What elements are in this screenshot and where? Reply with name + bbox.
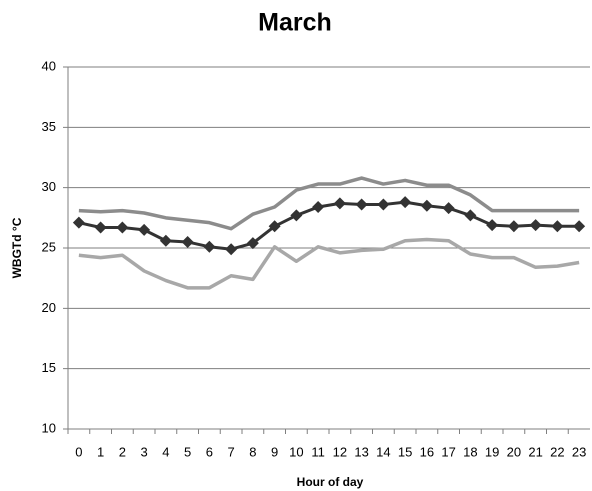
data-point	[573, 220, 586, 233]
y-tick-label: 25	[42, 239, 56, 254]
data-point	[312, 200, 325, 213]
data-point	[268, 220, 281, 233]
series-line	[78, 176, 580, 231]
x-tick-label: 17	[441, 444, 455, 459]
data-point	[377, 198, 390, 211]
data-point	[225, 243, 238, 256]
x-tick-label: 18	[463, 444, 477, 459]
data-point	[420, 199, 433, 212]
data-point	[290, 209, 303, 222]
x-tick-label: 12	[333, 444, 347, 459]
x-tick-label: 5	[184, 444, 191, 459]
y-tick-label: 35	[42, 119, 56, 134]
data-point	[94, 221, 107, 234]
x-tick-label: 16	[420, 444, 434, 459]
x-tick-label: 4	[162, 444, 169, 459]
x-tick-label: 20	[507, 444, 521, 459]
x-tick-label: 11	[311, 444, 325, 459]
y-tick-label: 30	[42, 179, 56, 194]
y-tick-label: 40	[42, 58, 56, 73]
data-point	[246, 237, 259, 250]
data-point	[529, 219, 542, 232]
data-point	[464, 209, 477, 222]
x-tick-label: 21	[528, 444, 542, 459]
data-point	[551, 220, 564, 233]
x-tick-label: 9	[271, 444, 278, 459]
series-line	[78, 237, 580, 290]
chart-title: March	[258, 9, 332, 37]
y-axis-label: WBGTd °C	[10, 217, 24, 278]
data-point	[116, 221, 129, 234]
x-tick-label: 6	[206, 444, 213, 459]
data-point	[181, 235, 194, 248]
x-tick-label: 15	[398, 444, 412, 459]
y-tick-label: 20	[42, 300, 56, 315]
x-tick-label: 8	[249, 444, 256, 459]
data-point	[486, 219, 499, 232]
data-point	[355, 198, 368, 211]
data-point	[442, 202, 455, 215]
x-tick-label: 19	[485, 444, 499, 459]
data-point	[507, 220, 520, 233]
x-tick-label: 22	[550, 444, 564, 459]
x-axis-label: Hour of day	[297, 475, 364, 489]
x-tick-label: 23	[572, 444, 586, 459]
data-point	[138, 223, 151, 236]
data-point	[203, 240, 216, 253]
x-tick-label: 2	[119, 444, 126, 459]
data-point	[72, 216, 85, 229]
y-tick-label: 10	[42, 420, 56, 435]
x-tick-label: 13	[354, 444, 368, 459]
data-point	[333, 197, 346, 210]
y-tick-label: 15	[42, 360, 56, 375]
x-tick-label: 1	[97, 444, 104, 459]
x-tick-label: 10	[289, 444, 303, 459]
data-point	[399, 196, 412, 209]
x-tick-label: 3	[141, 444, 148, 459]
x-tick-label: 0	[75, 444, 82, 459]
x-tick-label: 7	[228, 444, 235, 459]
x-tick-label: 14	[376, 444, 390, 459]
data-point	[159, 234, 172, 247]
